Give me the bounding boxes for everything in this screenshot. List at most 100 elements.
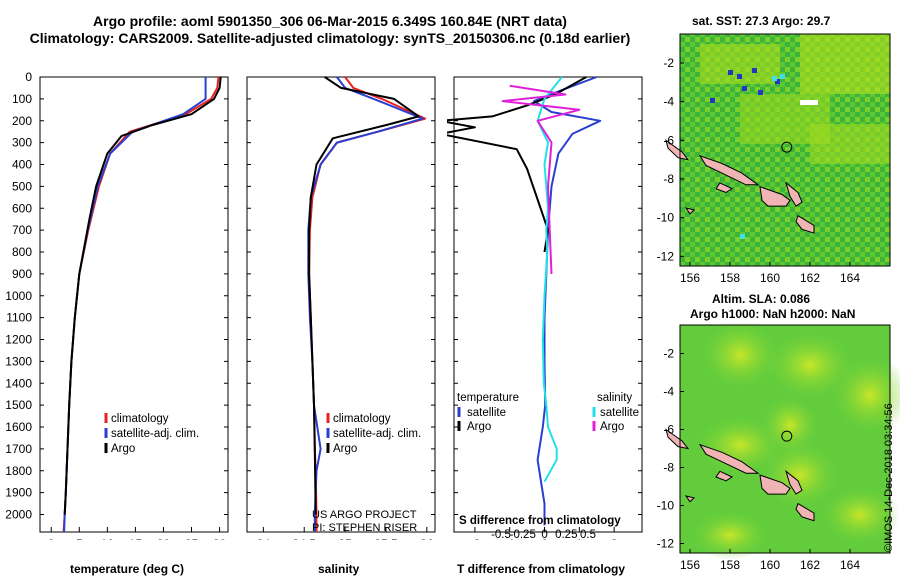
x-tick-label: 30 bbox=[213, 537, 227, 540]
x-tick-label: 2 bbox=[611, 537, 618, 540]
map-y-tick-label: -6 bbox=[663, 423, 674, 437]
map-x-tick-label: 160 bbox=[760, 271, 780, 285]
y-tick-label: 1500 bbox=[5, 398, 32, 412]
map-x-tick-label: 164 bbox=[840, 558, 860, 572]
x-tick-label: 20 bbox=[157, 537, 171, 540]
sla-high-blob bbox=[690, 510, 770, 560]
cyan-pixel bbox=[740, 234, 745, 239]
island bbox=[698, 154, 760, 186]
map-x-tick-label: 160 bbox=[760, 558, 780, 572]
y-tick-label: 1100 bbox=[6, 311, 32, 325]
map-y-tick-label: -10 bbox=[657, 499, 675, 513]
sla-high-blob bbox=[820, 485, 900, 545]
y-tick-label: 900 bbox=[12, 267, 32, 281]
warm-patch bbox=[800, 34, 890, 94]
map-y-tick-label: -2 bbox=[663, 56, 674, 70]
sla-high-blob bbox=[760, 395, 820, 455]
y-tick-label: 300 bbox=[12, 136, 32, 150]
map-x-tick-label: 158 bbox=[720, 558, 740, 572]
cyan-pixel bbox=[780, 74, 785, 79]
sla-map-title-line2: Argo h1000: NaN h2000: NaN bbox=[690, 307, 856, 321]
map-y-tick-label: -6 bbox=[663, 133, 674, 147]
island bbox=[795, 502, 815, 522]
secondary-tick-label: 0.5 bbox=[580, 529, 596, 540]
secondary-xlabel: S difference from climatology bbox=[459, 515, 621, 527]
map-x-tick-label: 158 bbox=[720, 271, 740, 285]
temperature-xlabel: temperature (deg C) bbox=[70, 562, 185, 576]
island bbox=[665, 428, 690, 450]
x-tick-label: 5 bbox=[76, 537, 83, 540]
map-y-tick-label: -4 bbox=[663, 95, 674, 109]
island bbox=[698, 443, 760, 474]
float-position-marker bbox=[781, 430, 793, 442]
y-tick-label: 1300 bbox=[5, 354, 32, 368]
y-tick-label: 600 bbox=[12, 201, 32, 215]
map-x-tick-label: 162 bbox=[800, 271, 820, 285]
map-y-tick-label: -8 bbox=[663, 461, 674, 475]
legend-label: Argo bbox=[333, 443, 357, 455]
y-tick-label: 1700 bbox=[5, 442, 32, 456]
warm-patch bbox=[810, 124, 890, 164]
y-tick-label: 100 bbox=[12, 92, 32, 106]
plot-frame bbox=[246, 76, 436, 533]
float-position-marker bbox=[781, 141, 793, 153]
cloud-pixel bbox=[737, 74, 742, 79]
y-tick-label: 1800 bbox=[5, 464, 32, 478]
missing-data bbox=[800, 100, 818, 105]
cyan-pixel bbox=[772, 76, 777, 81]
secondary-tick-label: -0.25 bbox=[510, 529, 536, 540]
map-y-tick-label: -4 bbox=[663, 385, 674, 399]
map-x-tick-label: 156 bbox=[680, 558, 700, 572]
legend-label: satellite-adj. clim. bbox=[111, 428, 199, 440]
map-frame bbox=[679, 324, 891, 554]
plot-title-line2: Climatology: CARS2009. Satellite-adjuste… bbox=[29, 30, 631, 46]
sla-map-title-line1: Altim. SLA: 0.086 bbox=[712, 292, 811, 306]
legend-label: satellite-adj. clim. bbox=[333, 428, 421, 440]
x-tick-label: 36 bbox=[420, 537, 434, 540]
x-tick-label: 35.5 bbox=[374, 537, 398, 540]
x-tick-label: 0 bbox=[48, 537, 55, 540]
y-tick-label: 1600 bbox=[5, 420, 32, 434]
legend-label: Argo bbox=[111, 443, 135, 455]
legend-label: climatology bbox=[333, 413, 391, 425]
y-tick-label: 2000 bbox=[5, 508, 32, 522]
plot-frame bbox=[453, 76, 643, 533]
island bbox=[684, 495, 696, 503]
y-tick-label: 1000 bbox=[5, 289, 32, 303]
cloud-pixel bbox=[710, 98, 715, 103]
island bbox=[759, 185, 791, 207]
x-tick-label: 25 bbox=[185, 537, 199, 540]
island bbox=[759, 474, 791, 495]
imos-watermark: ©IMOS 14-Dec-2018 03:34:56 bbox=[883, 403, 895, 552]
plot-title-line1: Argo profile: aoml 5901350_306 06-Mar-20… bbox=[93, 13, 567, 29]
island bbox=[795, 214, 815, 234]
project-label: US ARGO PROJECT bbox=[312, 509, 417, 521]
x-tick-label: 34 bbox=[257, 537, 271, 540]
x-tick-label: 15 bbox=[129, 537, 143, 540]
salinity-xlabel: salinity bbox=[318, 562, 360, 576]
x-tick-label: 35 bbox=[338, 537, 352, 540]
sla-map: -2 -4 -6 -8 -10 -12 156 158 160 162 164 bbox=[657, 323, 900, 572]
series-line bbox=[308, 76, 420, 515]
y-tick-label: 1200 bbox=[5, 333, 32, 347]
island bbox=[785, 469, 803, 495]
map-x-tick-label: 164 bbox=[840, 271, 860, 285]
y-tick-label: 700 bbox=[12, 223, 32, 237]
map-y-tick-label: -12 bbox=[657, 249, 675, 263]
legend-label: Argo bbox=[467, 421, 491, 433]
difference-profile-chart: -2 -1 0 1 2 S difference from climatology -0.5… bbox=[447, 76, 643, 540]
secondary-tick-label: 0 bbox=[541, 529, 547, 540]
depth-axis: 0 100 200 300 400 500 600 700 800 900 1000 1100 1200… bbox=[5, 70, 32, 522]
plot-frame bbox=[39, 76, 229, 533]
pi-label: PI: STEPHEN RISER bbox=[312, 522, 417, 534]
x-tick-label: 10 bbox=[101, 537, 115, 540]
sst-map-title: sat. SST: 27.3 Argo: 29.7 bbox=[692, 14, 831, 28]
secondary-tick-label: 0.25 bbox=[555, 529, 577, 540]
y-tick-label: 1400 bbox=[5, 376, 32, 390]
map-y-tick-label: -12 bbox=[657, 537, 675, 551]
sla-high-blob bbox=[830, 355, 900, 435]
x-tick-label: 0 bbox=[541, 537, 548, 540]
y-tick-label: 200 bbox=[12, 114, 32, 128]
map-x-tick-label: 156 bbox=[680, 271, 700, 285]
series-line bbox=[501, 84, 581, 274]
